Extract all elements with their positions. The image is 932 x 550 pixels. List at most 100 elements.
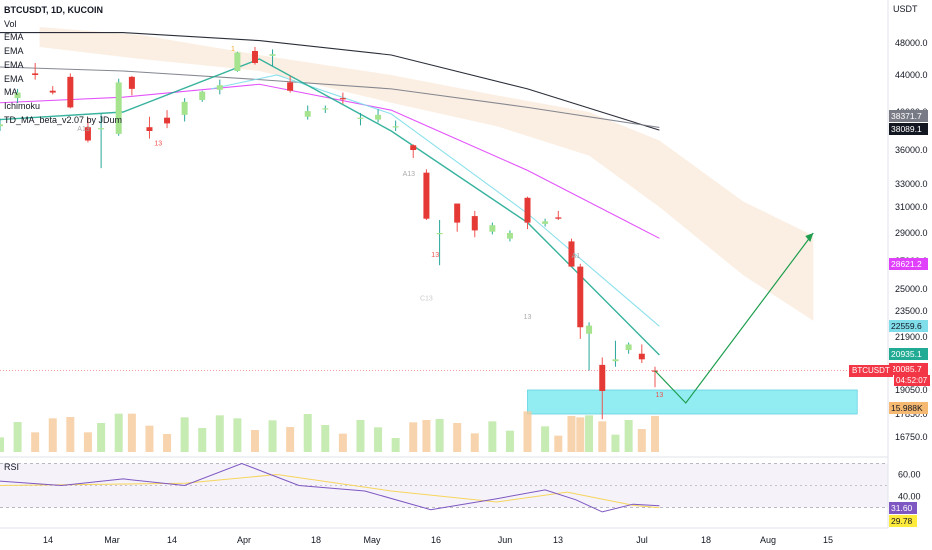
volume-bar — [409, 422, 417, 452]
volume-bar — [554, 436, 562, 452]
price-tick-label: 44000.0 — [895, 70, 928, 80]
candle — [305, 106, 311, 120]
countdown-badge: 04:52:07 — [894, 375, 930, 386]
symbol-title[interactable]: BTCUSDT, 1D, KUCOIN — [4, 4, 122, 18]
symbol-price-badge: BTCUSDT — [849, 365, 893, 377]
price-tick-label: 21900.0 — [895, 332, 928, 342]
candle-body — [129, 77, 135, 89]
candle-body — [393, 126, 399, 127]
rsi-pane — [0, 457, 888, 512]
volume-bar — [611, 435, 619, 452]
volume-bars — [0, 411, 659, 452]
volume-bar — [115, 414, 123, 452]
price-tick-label: 25000.0 — [895, 284, 928, 294]
volume-bar — [422, 420, 430, 452]
td-annotation: A1 — [572, 253, 581, 260]
candle-body — [586, 326, 592, 334]
time-tick-label: 14 — [43, 535, 53, 545]
candle — [555, 211, 561, 220]
price-tick-label: 48000.0 — [895, 38, 928, 48]
volume-bar — [251, 430, 259, 452]
legend-item[interactable]: EMA — [4, 59, 122, 73]
legend-item[interactable]: Vol — [4, 18, 122, 32]
candle-body — [555, 217, 561, 218]
candle — [340, 93, 346, 104]
candle-body — [525, 198, 531, 223]
legend-item[interactable]: TD_MA_beta_v2.07 by JDum — [4, 114, 122, 128]
candle-body — [322, 108, 328, 109]
candle-body — [0, 124, 3, 126]
candle — [472, 211, 478, 237]
candle — [199, 91, 205, 102]
candle — [626, 343, 632, 354]
candle — [577, 264, 583, 339]
td-annotation: 13 — [656, 392, 664, 399]
candle — [252, 47, 258, 65]
td-annotation: 13 — [431, 252, 439, 259]
legend-item[interactable]: MA — [4, 86, 122, 100]
price-badge-label: 28621.2 — [891, 259, 922, 269]
candle — [507, 230, 513, 241]
candle-body — [639, 354, 645, 360]
candle — [612, 341, 618, 367]
candle-body — [375, 115, 381, 120]
price-tick-label: 36000.0 — [895, 145, 928, 155]
candle — [410, 144, 416, 158]
time-tick-label: Apr — [237, 535, 251, 545]
volume-bar — [392, 438, 400, 452]
rsi-tick-label: 60.00 — [898, 470, 921, 480]
candle-body — [612, 359, 618, 361]
rsi-badge-label: 29.78 — [891, 516, 913, 526]
candle-body — [305, 111, 311, 117]
time-tick-label: 14 — [167, 535, 177, 545]
candle-body — [199, 92, 205, 100]
time-tick-label: 13 — [553, 535, 563, 545]
candle-body — [507, 233, 513, 239]
price-tick-label: 33000.0 — [895, 179, 928, 189]
volume-bar — [567, 416, 575, 452]
price-badge-label: 38371.7 — [891, 111, 922, 121]
candle — [393, 121, 399, 131]
legend-item[interactable]: EMA — [4, 73, 122, 87]
volume-bar — [181, 417, 189, 452]
volume-bar — [304, 414, 312, 452]
candle-body — [454, 204, 460, 223]
candle — [639, 344, 645, 363]
price-tick-label: 23500.0 — [895, 306, 928, 316]
rsi-label[interactable]: RSI — [4, 462, 19, 472]
price-axis-unit: USDT — [893, 4, 918, 14]
volume-bar — [651, 416, 659, 452]
time-tick-label: Mar — [104, 535, 120, 545]
candle-body — [410, 145, 416, 150]
volume-bar — [339, 434, 347, 452]
candle-body — [234, 53, 240, 71]
candle-body — [98, 128, 104, 129]
candle-body — [357, 118, 363, 119]
legend-item[interactable]: EMA — [4, 45, 122, 59]
price-badge-label: 20935.1 — [891, 349, 922, 359]
volume-bar — [286, 427, 294, 452]
td-annotation: 1 — [231, 46, 235, 53]
candle-body — [437, 233, 443, 234]
volume-bar — [576, 417, 584, 452]
candle — [146, 117, 152, 139]
candle-body — [626, 344, 632, 350]
time-tick-label: Jun — [498, 535, 513, 545]
volume-bar — [598, 421, 606, 452]
candle — [489, 223, 495, 235]
rsi-badge-label: 31.60 — [891, 503, 913, 513]
candle — [652, 367, 658, 387]
candle-body — [489, 225, 495, 232]
candle — [375, 109, 381, 122]
time-tick-label: 15 — [823, 535, 833, 545]
price-tick-label: 16750.0 — [895, 432, 928, 442]
volume-bar — [216, 415, 224, 452]
volume-bar — [31, 432, 39, 452]
legend-item[interactable]: Ichimoku — [4, 100, 122, 114]
candle-body — [472, 216, 478, 230]
candle-body — [340, 98, 346, 99]
legend-item[interactable]: EMA — [4, 31, 122, 45]
volume-bar — [638, 429, 646, 452]
volume-bar — [163, 434, 171, 452]
